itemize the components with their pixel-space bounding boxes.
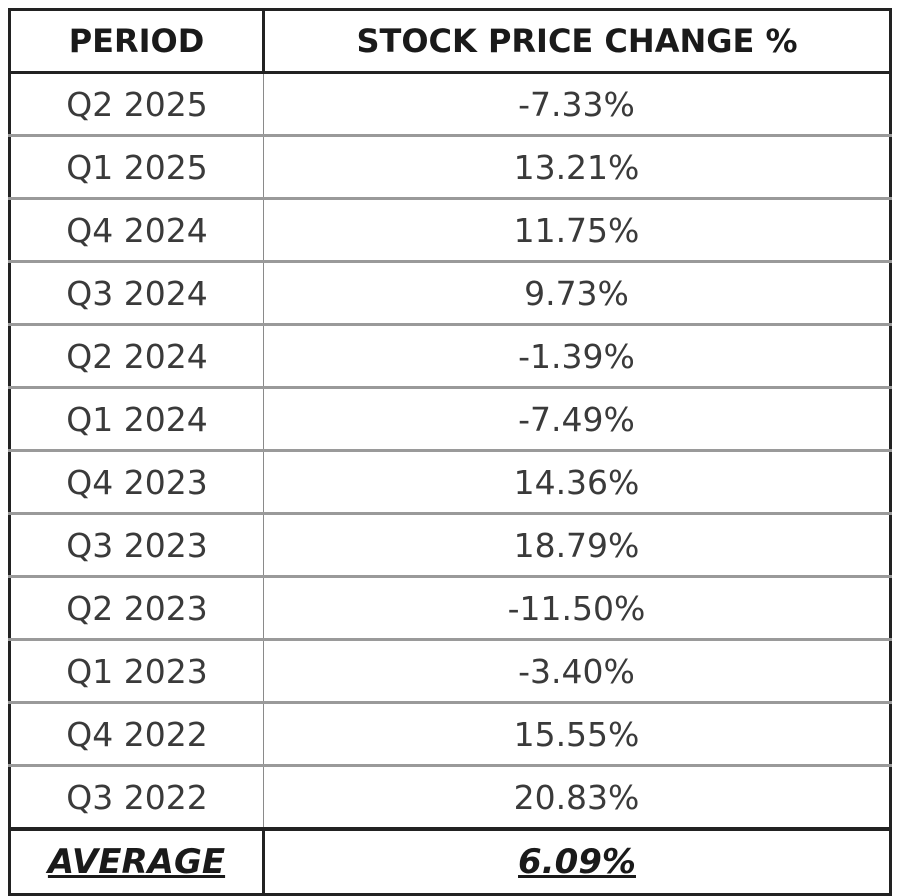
footer-cell: AVERAGE xyxy=(8,827,265,896)
footer-cell: 6.09% xyxy=(262,827,892,896)
table-row: Q2 2025 -7.33% xyxy=(8,72,892,137)
period-cell: Q3 2024 xyxy=(8,261,264,326)
table-row: Q3 2022 20.83% xyxy=(8,765,892,831)
period-cell: Q4 2022 xyxy=(8,702,264,767)
table-row: Q4 2023 14.36% xyxy=(8,450,892,515)
table-row: Q4 2024 11.75% xyxy=(8,198,892,263)
period-cell: Q4 2023 xyxy=(8,450,264,515)
change-cell: 14.36% xyxy=(263,450,892,515)
change-cell: 18.79% xyxy=(263,513,892,578)
change-cell: -3.40% xyxy=(263,639,892,704)
change-cell: -7.49% xyxy=(263,387,892,452)
change-cell: 13.21% xyxy=(263,135,892,200)
change-cell: 15.55% xyxy=(263,702,892,767)
header-cell: STOCK PRICE CHANGE % xyxy=(262,8,892,74)
period-cell: Q1 2023 xyxy=(8,639,264,704)
table-row: Q3 2023 18.79% xyxy=(8,513,892,578)
table-row: Q1 2023 -3.40% xyxy=(8,639,892,704)
period-cell: Q2 2023 xyxy=(8,576,264,641)
change-cell: -7.33% xyxy=(263,72,892,137)
stock-table: PERIOD STOCK PRICE CHANGE % Q2 2025 -7.33… xyxy=(8,8,892,896)
change-cell: -1.39% xyxy=(263,324,892,389)
period-cell: Q4 2024 xyxy=(8,198,264,263)
change-cell: 20.83% xyxy=(263,765,892,831)
period-cell: Q2 2025 xyxy=(8,72,264,137)
period-cell: Q3 2022 xyxy=(8,765,264,831)
footer-row: AVERAGE 6.09% xyxy=(8,827,892,896)
table-row: Q4 2022 15.55% xyxy=(8,702,892,767)
table-row: Q2 2023 -11.50% xyxy=(8,576,892,641)
period-cell: Q2 2024 xyxy=(8,324,264,389)
period-cell: Q1 2025 xyxy=(8,135,264,200)
change-cell: 9.73% xyxy=(263,261,892,326)
period-cell: Q3 2023 xyxy=(8,513,264,578)
period-cell: Q1 2024 xyxy=(8,387,264,452)
table-body: Q2 2025 -7.33% Q1 2025 13.21% Q4 2024 11.75% Q… xyxy=(8,72,892,831)
table-row: Q1 2025 13.21% xyxy=(8,135,892,200)
header-cell: PERIOD xyxy=(8,8,265,74)
change-cell: -11.50% xyxy=(263,576,892,641)
table-row: Q3 2024 9.73% xyxy=(8,261,892,326)
change-cell: 11.75% xyxy=(263,198,892,263)
table-row: Q1 2024 -7.49% xyxy=(8,387,892,452)
header-row: PERIOD STOCK PRICE CHANGE % xyxy=(8,8,892,74)
table-row: Q2 2024 -1.39% xyxy=(8,324,892,389)
